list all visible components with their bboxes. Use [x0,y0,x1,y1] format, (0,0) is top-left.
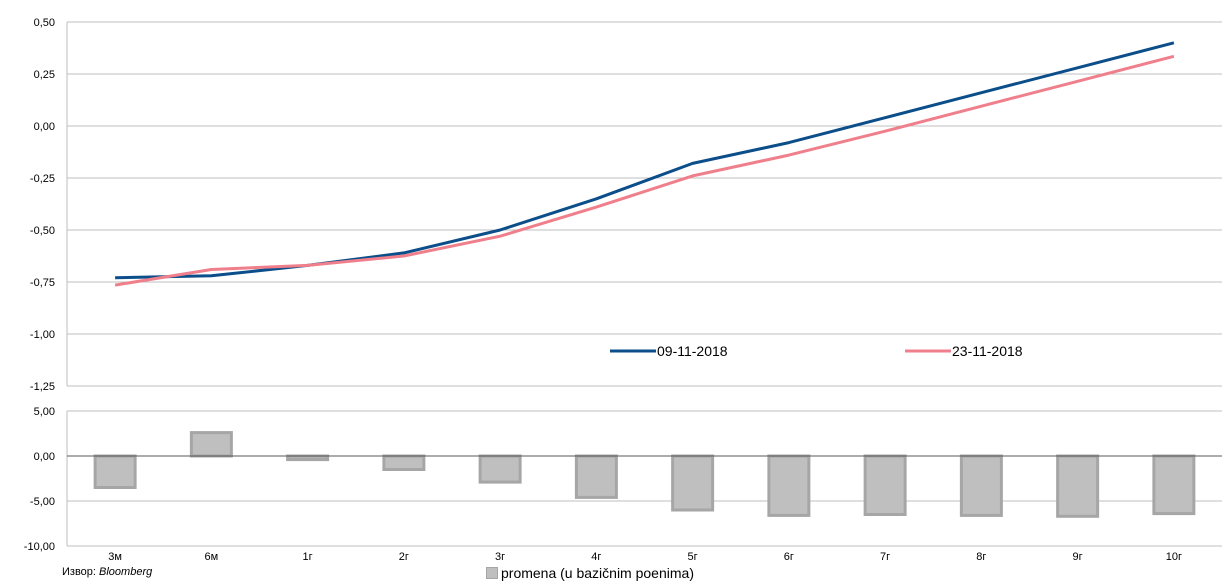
top-chart-grid [66,21,1222,387]
bar-8г [959,454,1003,517]
bar-9г [1056,454,1100,518]
top-y-tick-label: -0,50 [30,225,55,237]
top-y-tick-label: -1,25 [30,381,55,393]
x-tick-label: 8г [976,551,986,563]
bottom-y-tick-label: -10,00 [24,541,55,553]
x-tick-label: 2г [399,551,409,563]
top-chart-y-axis: 0,50 0,25 0,00 -0,25 -0,50 -0,75 -1,00 -1,25 [30,17,55,393]
source-note: Извор: Bloomberg [62,566,152,578]
bottom-y-tick-label: 0,00 [34,451,55,463]
bar-legend-swatch [486,567,498,579]
x-tick-label: 4г [591,551,601,563]
x-axis-tick-labels: 3м 6м 1г 2г 3г 4г 5г 6г 7г 8г 9г 10г [108,551,1182,563]
top-y-tick-label: -0,75 [30,277,55,289]
bar-3м [93,454,137,489]
bar-legend: promena (u bazičnim poenima) [486,565,694,581]
bar-10г [1152,454,1196,516]
source-label: Извор: [62,566,96,578]
bottom-chart-bars [67,431,1222,518]
bottom-chart-y-axis: 5,00 0,00 -5,00 -10,00 [24,406,55,553]
x-tick-label: 3г [495,551,505,563]
x-tick-label: 3м [108,551,122,563]
bottom-y-tick-label: -5,00 [30,496,55,508]
bar-2г [382,454,426,471]
x-tick-label: 6г [784,551,794,563]
series-line-23-11-2018 [114,54,1175,287]
bar-7г [863,454,907,516]
line-legend: 09-11-2018 23-11-2018 [610,343,1023,359]
top-y-tick-label: -0,25 [30,173,55,185]
x-tick-label: 10г [1166,551,1182,563]
top-y-tick-label: 0,25 [34,69,55,81]
top-y-tick-label: 0,00 [34,121,55,133]
bottom-y-tick-label: 5,00 [34,406,55,418]
top-y-tick-label: -1,00 [30,329,55,341]
x-tick-label: 6м [205,551,219,563]
bar-6г [767,454,811,517]
bar-legend-label: promena (u bazičnim poenima) [501,565,694,581]
legend-label: 23-11-2018 [952,343,1023,359]
bottom-chart-grid [66,410,1222,547]
top-chart-series [114,41,1175,287]
bar-6м [189,431,233,458]
bar-1г [286,454,330,462]
x-tick-label: 7г [880,551,890,563]
series-line-09-11-2018 [115,41,1175,280]
top-y-tick-label: 0,50 [34,17,55,29]
x-tick-label: 9г [1073,551,1083,563]
x-tick-label: 5г [688,551,698,563]
legend-label: 09-11-2018 [657,343,728,359]
source-name: Bloomberg [99,566,153,578]
x-tick-label: 1г [303,551,313,563]
bar-3г [478,454,522,484]
bar-4г [574,454,618,499]
bar-5г [671,454,715,512]
